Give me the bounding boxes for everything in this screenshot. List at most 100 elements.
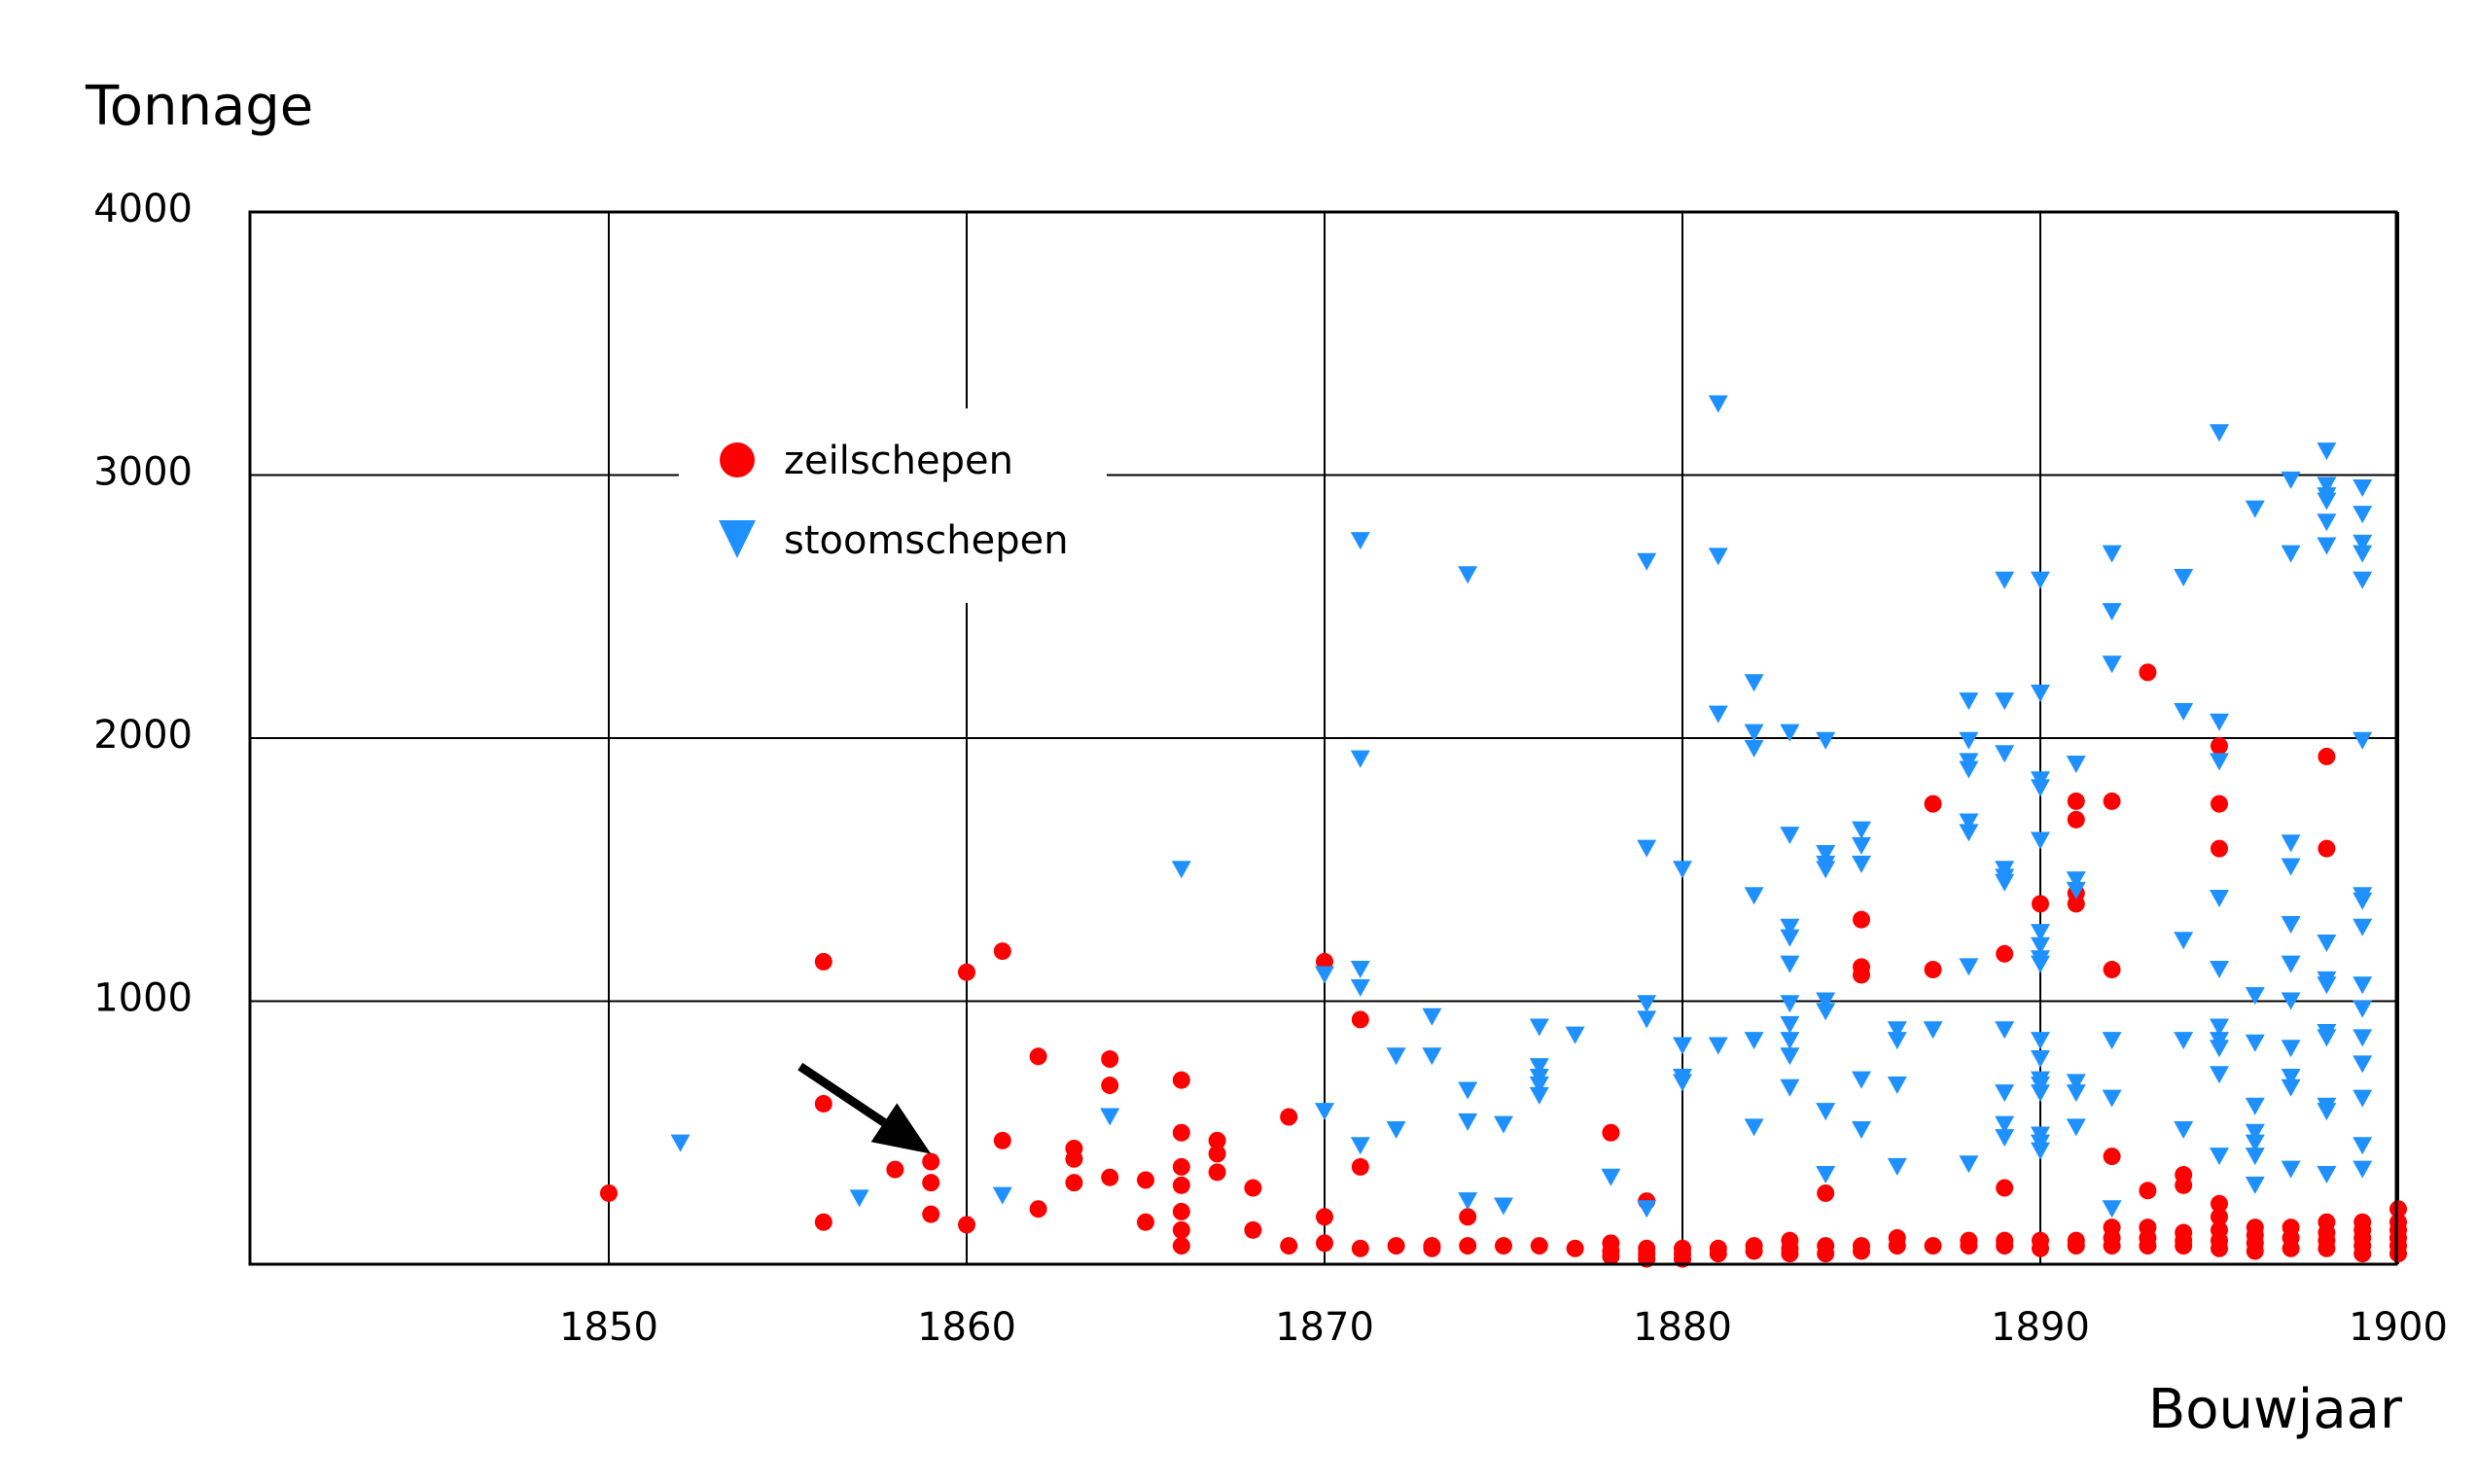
data-point-zeilschepen: [2318, 839, 2336, 858]
data-point-stoomschepen: [1744, 1032, 1764, 1050]
data-point-stoomschepen: [1780, 995, 1800, 1013]
data-point-stoomschepen: [2245, 1176, 2265, 1194]
data-point-stoomschepen: [2281, 955, 2301, 973]
data-point-zeilschepen: [922, 1205, 940, 1223]
y-tick-label: 3000: [93, 450, 193, 495]
data-point-zeilschepen: [1960, 1237, 1978, 1255]
data-point-stoomschepen: [2353, 479, 2373, 498]
data-point-stoomschepen: [992, 1186, 1012, 1205]
legend-background: [679, 408, 1107, 603]
data-point-zeilschepen: [1208, 1145, 1226, 1163]
data-point-stoomschepen: [1350, 750, 1370, 768]
data-point-stoomschepen: [1708, 548, 1728, 566]
legend-marker-zeilschepen: [720, 442, 755, 477]
data-point-zeilschepen: [2067, 895, 2085, 913]
data-point-stoomschepen: [2031, 1050, 2050, 1069]
data-point-stoomschepen: [1852, 1121, 1871, 1140]
data-point-stoomschepen: [2281, 1078, 2301, 1097]
data-point-stoomschepen: [2066, 881, 2086, 900]
data-point-stoomschepen: [2066, 871, 2086, 890]
data-point-stoomschepen: [1780, 918, 1800, 936]
y-axis-label: Tonnage: [85, 75, 313, 138]
data-point-zeilschepen: [1996, 1179, 2014, 1197]
data-point-stoomschepen: [2245, 500, 2265, 518]
data-point-zeilschepen: [2389, 1245, 2407, 1263]
data-point-stoomschepen: [1744, 674, 1764, 692]
data-point-stoomschepen: [1422, 1007, 1442, 1026]
data-point-zeilschepen: [2103, 1148, 2121, 1166]
data-points: [600, 395, 2407, 1268]
data-point-stoomschepen: [1350, 532, 1370, 550]
data-point-zeilschepen: [1137, 1171, 1154, 1189]
data-point-stoomschepen: [2174, 932, 2194, 950]
data-point-stoomschepen: [1816, 992, 1836, 1010]
data-point-stoomschepen: [2174, 568, 2194, 586]
data-point-stoomschepen: [1708, 395, 1728, 413]
data-point-zeilschepen: [1351, 1157, 1369, 1176]
data-point-stoomschepen: [1744, 887, 1764, 905]
data-point-stoomschepen: [1637, 839, 1657, 858]
data-point-stoomschepen: [2066, 1118, 2086, 1137]
data-point-stoomschepen: [2281, 1160, 2301, 1179]
data-point-stoomschepen: [2317, 1166, 2337, 1184]
data-point-zeilschepen: [1316, 1208, 1333, 1226]
data-point-stoomschepen: [1852, 821, 1871, 839]
data-point-stoomschepen: [1995, 873, 2015, 892]
data-point-zeilschepen: [1817, 1184, 1835, 1202]
data-point-stoomschepen: [1852, 855, 1871, 873]
data-point-stoomschepen: [1959, 1155, 1979, 1174]
data-point-stoomschepen: [2353, 1055, 2373, 1074]
data-point-zeilschepen: [1351, 1239, 1369, 1257]
data-point-zeilschepen: [1280, 1237, 1298, 1255]
data-point-stoomschepen: [2353, 571, 2373, 589]
data-point-zeilschepen: [1423, 1239, 1441, 1257]
data-point-stoomschepen: [2281, 1068, 2301, 1086]
data-point-stoomschepen: [1887, 1077, 1907, 1095]
data-point-zeilschepen: [1566, 1239, 1584, 1257]
data-point-stoomschepen: [2245, 1134, 2265, 1152]
data-point-stoomschepen: [1959, 958, 1979, 976]
data-point-zeilschepen: [1172, 1202, 1190, 1220]
data-point-stoomschepen: [1422, 1047, 1442, 1066]
data-point-stoomschepen: [1601, 1168, 1621, 1186]
data-point-stoomschepen: [2245, 987, 2265, 1006]
data-point-stoomschepen: [1637, 1200, 1657, 1219]
data-point-stoomschepen: [2174, 1121, 2194, 1140]
data-point-zeilschepen: [1208, 1163, 1226, 1182]
data-point-stoomschepen: [2066, 756, 2086, 774]
data-point-stoomschepen: [2353, 892, 2373, 910]
data-point-stoomschepen: [1923, 1021, 1943, 1040]
data-point-zeilschepen: [1244, 1220, 1262, 1239]
data-point-stoomschepen: [1529, 1018, 1549, 1037]
grid-lines: [250, 212, 2399, 1264]
data-point-stoomschepen: [2353, 545, 2373, 563]
data-point-stoomschepen: [2210, 1148, 2229, 1166]
data-point-stoomschepen: [1780, 827, 1800, 845]
data-point-stoomschepen: [2102, 603, 2122, 621]
y-tick-label: 4000: [93, 187, 193, 231]
data-point-zeilschepen: [1996, 1237, 2014, 1255]
x-tick-label: 1900: [2349, 1305, 2448, 1350]
data-point-zeilschepen: [2246, 1242, 2264, 1260]
data-point-stoomschepen: [1350, 961, 1370, 979]
data-point-zeilschepen: [993, 1131, 1011, 1149]
data-point-stoomschepen: [1995, 745, 2015, 763]
y-tick-label: 1000: [93, 976, 193, 1021]
data-point-stoomschepen: [1959, 760, 1979, 779]
data-point-zeilschepen: [1172, 1071, 1190, 1089]
data-point-stoomschepen: [1744, 1118, 1764, 1137]
data-point-stoomschepen: [1458, 1192, 1478, 1211]
data-point-zeilschepen: [1065, 1174, 1083, 1192]
data-point-stoomschepen: [2210, 1066, 2229, 1084]
y-tick-labels: 1000 2000 3000 4000: [93, 187, 193, 1021]
data-point-zeilschepen: [2211, 1239, 2228, 1257]
data-point-zeilschepen: [2175, 1237, 2193, 1255]
data-point-zeilschepen: [1781, 1245, 1799, 1263]
data-point-stoomschepen: [1816, 1003, 1836, 1021]
data-point-zeilschepen: [1709, 1245, 1727, 1263]
data-point-stoomschepen: [1959, 813, 1979, 831]
data-point-zeilschepen: [1602, 1123, 1620, 1142]
data-point-zeilschepen: [1996, 944, 2014, 963]
data-point-stoomschepen: [1565, 1026, 1585, 1044]
data-point-stoomschepen: [2174, 1032, 2194, 1050]
